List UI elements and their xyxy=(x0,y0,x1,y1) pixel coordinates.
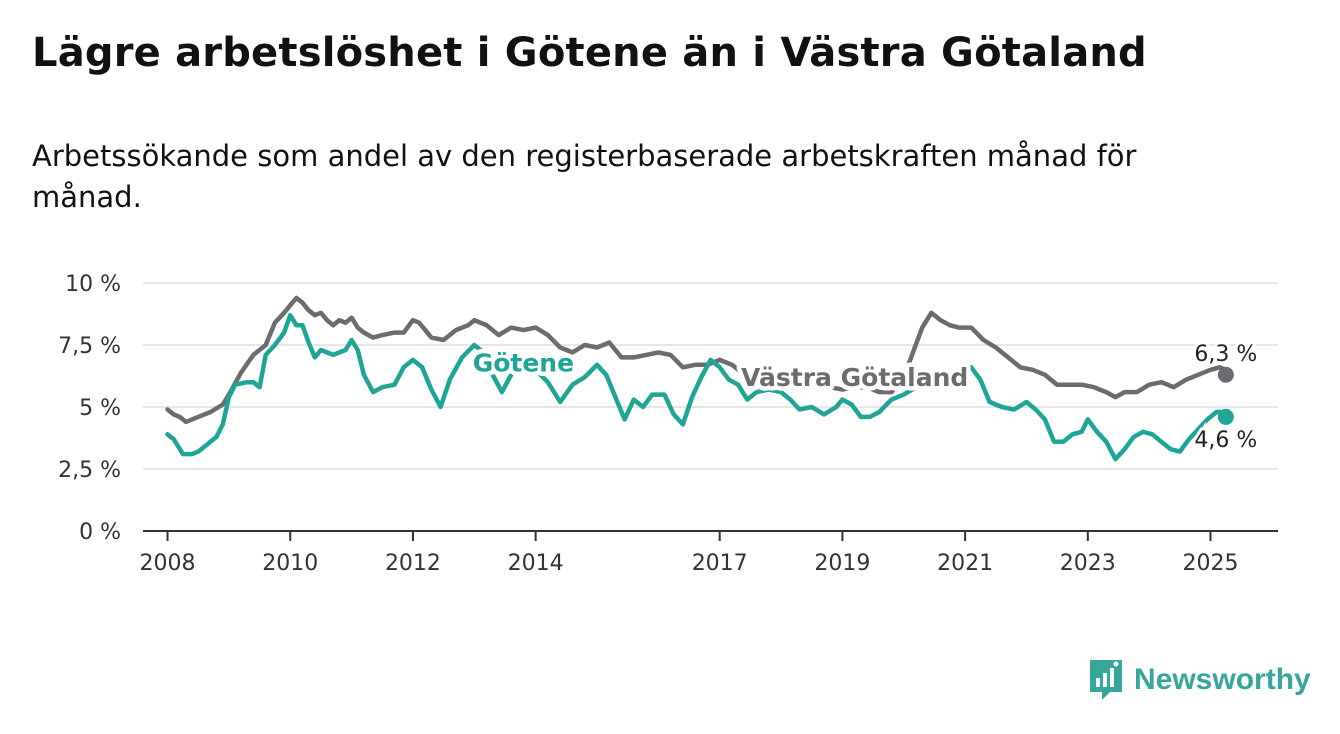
x-tick-label: 2019 xyxy=(814,551,870,576)
series-line-vastra-gotaland xyxy=(165,295,1229,425)
brand-name: Newsworthy xyxy=(1134,663,1311,696)
x-tick-label: 2008 xyxy=(140,551,196,576)
gridlines xyxy=(143,282,1278,532)
y-tick-label: 7,5 % xyxy=(58,334,121,359)
series-label: Västra Götaland xyxy=(741,363,968,392)
end-value-label-vastra-gotaland: 6,3 % xyxy=(1194,342,1257,367)
x-tick-label: 2014 xyxy=(508,551,564,576)
newsworthy-logo-icon xyxy=(1090,660,1122,700)
x-tick-label: 2021 xyxy=(937,551,993,576)
series-line-gotene xyxy=(165,312,1229,462)
series-lines: 6,3 % 4,6 % xyxy=(165,295,1260,462)
chart-subtitle: Arbetssökande som andel av den registerb… xyxy=(32,139,1137,214)
x-tick-label: 2017 xyxy=(692,551,748,576)
x-tick-label: 2012 xyxy=(385,551,441,576)
y-tick-label: 10 % xyxy=(65,272,121,297)
x-axis-ticks: 2008 2010 2012 2014 2017 2019 2021 2023 2025 xyxy=(140,531,1239,576)
x-tick-label: 2023 xyxy=(1060,551,1116,576)
y-tick-label: 0 % xyxy=(79,520,121,545)
end-value-label-gotene: 4,6 % xyxy=(1194,428,1257,453)
y-tick-label: 2,5 % xyxy=(58,458,121,483)
chart-title: Lägre arbetslöshet i Götene än i Västra … xyxy=(32,30,1147,76)
series-label: Götene xyxy=(473,348,574,377)
series-annotations: Götene Västra Götaland xyxy=(468,344,973,397)
end-point-vastra-gotaland xyxy=(1217,366,1234,383)
y-axis-ticks: 0 % 2,5 % 5 % 7,5 % 10 % xyxy=(58,272,121,545)
newsworthy-brand: Newsworthy xyxy=(1088,658,1311,702)
x-tick-label: 2025 xyxy=(1183,551,1239,576)
end-point-gotene xyxy=(1217,408,1234,425)
y-tick-label: 5 % xyxy=(79,396,121,421)
x-tick-label: 2010 xyxy=(262,551,318,576)
